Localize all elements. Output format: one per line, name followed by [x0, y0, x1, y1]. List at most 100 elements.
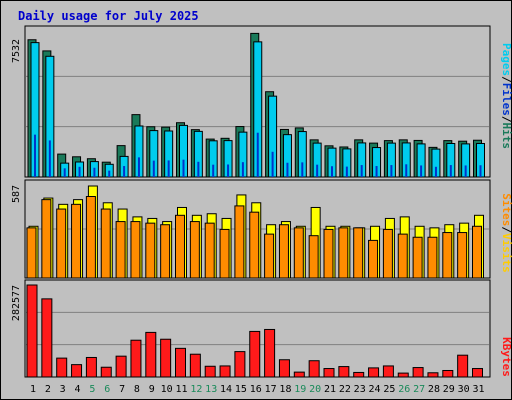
day-label-23: 23 [354, 384, 366, 395]
day-label-11: 11 [175, 384, 187, 395]
pages-bar-day-20 [316, 164, 319, 177]
legend-sep-3: / [500, 226, 512, 233]
pages-bar-day-16 [256, 132, 259, 177]
sites-bar-day-12 [189, 221, 200, 279]
visits-max-label: 587 [11, 185, 22, 203]
day-label-10: 10 [161, 384, 173, 395]
pages-bar-day-21 [331, 166, 333, 177]
kbytes-bar-day-3 [56, 357, 68, 378]
day-label-1: 1 [30, 384, 36, 395]
hits-files-pages-panel [24, 25, 491, 178]
day-label-25: 25 [383, 384, 395, 395]
pages-bar-day-19 [301, 162, 304, 177]
hits-max-label: 7532 [11, 39, 22, 63]
sites-bar-day-23 [353, 227, 364, 279]
legend-sep-2: / [500, 116, 512, 123]
pages-bar-day-12 [197, 161, 200, 177]
sites-bar-day-14 [219, 228, 230, 279]
pages-bar-day-14 [227, 164, 230, 177]
day-label-29: 29 [443, 384, 455, 395]
kbytes-bar-day-26 [397, 372, 409, 378]
pages-bar-day-15 [241, 162, 244, 177]
pages-bar-day-17 [271, 151, 274, 177]
day-label-4: 4 [75, 384, 81, 395]
sites-bar-day-30 [457, 232, 468, 279]
kbytes-bar-day-21 [323, 368, 335, 378]
kbytes-bar-day-19 [293, 371, 305, 378]
pages-bar-day-29 [449, 165, 452, 177]
kbytes-bar-day-20 [308, 360, 320, 378]
chart-title: Daily usage for July 2025 [18, 9, 199, 23]
pages-bar-day-2 [48, 140, 51, 177]
pages-bar-day-13 [212, 164, 215, 177]
kbytes-bar-day-9 [145, 331, 157, 378]
day-label-13: 13 [205, 384, 217, 395]
day-label-30: 30 [458, 384, 470, 395]
pages-bar-day-28 [434, 166, 437, 177]
pages-bar-day-8 [137, 157, 140, 177]
pages-bar-day-18 [286, 162, 289, 177]
sites-bar-day-22 [338, 227, 349, 279]
day-label-14: 14 [220, 384, 232, 395]
sites-bar-day-31 [472, 225, 482, 279]
day-label-18: 18 [279, 384, 291, 395]
sites-bar-day-18 [278, 224, 289, 279]
kbytes-bar-day-24 [368, 367, 380, 378]
sites-bar-day-19 [293, 227, 304, 279]
legend-hits: Hits [500, 123, 512, 150]
day-label-7: 7 [119, 384, 125, 395]
day-label-17: 17 [265, 384, 277, 395]
kbytes-bar-day-30 [457, 354, 469, 378]
kbytes-bar-day-4 [71, 364, 83, 378]
pages-bar-day-6 [108, 170, 111, 177]
visits-sites-panel [24, 179, 491, 279]
kbytes-legend: KBytes [500, 337, 512, 377]
kbytes-bar-day-28 [427, 372, 439, 378]
pages-bar-day-11 [182, 159, 185, 177]
pages-bar-day-7 [123, 166, 126, 177]
sites-bar-day-27 [412, 236, 423, 279]
sites-bar-day-17 [264, 233, 275, 279]
kbytes-bar-day-7 [115, 355, 127, 378]
kbytes-bar-day-10 [160, 338, 172, 378]
sites-bar-day-2 [41, 199, 52, 279]
svg-text:Pages/Files/Hits: Pages/Files/Hits [500, 43, 512, 149]
day-label-27: 27 [413, 384, 425, 395]
kbytes-bar-day-15 [234, 351, 246, 378]
day-label-2: 2 [45, 384, 51, 395]
kbytes-bar-day-16 [249, 330, 261, 378]
sites-bar-day-3 [56, 208, 67, 279]
kbytes-bar-day-1 [26, 284, 38, 378]
kbytes-bar-day-22 [338, 366, 350, 378]
pages-bar-day-3 [63, 168, 66, 177]
day-label-19: 19 [294, 384, 306, 395]
kbytes-panel [24, 279, 491, 378]
day-label-9: 9 [149, 384, 155, 395]
kbytes-max-label: 282577 [11, 285, 22, 321]
day-labels: 1 2 3 4 5 6 7 8 9 10 11 12 13 14 15 16 17 18 19 20 21 22 23 24 2… [30, 384, 485, 395]
sites-bar-day-26 [397, 233, 408, 279]
pages-bar-day-25 [390, 165, 393, 177]
sites-bar-day-9 [145, 222, 156, 279]
pages-bar-day-27 [420, 165, 423, 177]
legend-kbytes: KBytes [500, 337, 512, 377]
kbytes-bar-day-6 [100, 366, 112, 378]
sites-bar-day-29 [442, 232, 453, 279]
sites-bar-day-20 [308, 235, 319, 279]
day-label-8: 8 [134, 384, 140, 395]
kbytes-bar-day-25 [382, 365, 394, 378]
legend-sep-1: / [500, 76, 512, 83]
kbytes-bar-day-23 [353, 371, 365, 378]
kbytes-bar-day-31 [472, 368, 483, 378]
sites-bar-day-15 [234, 205, 245, 279]
day-label-3: 3 [60, 384, 66, 395]
visits-sites-legend: Sites/Visits [500, 193, 512, 273]
day-label-5: 5 [89, 384, 95, 395]
pages-bar-day-10 [167, 160, 170, 177]
sites-bar-day-24 [368, 239, 379, 279]
kbytes-bar-day-29 [442, 369, 454, 378]
sites-bar-day-16 [249, 211, 260, 279]
sites-bar-day-25 [382, 228, 393, 279]
sites-bar-day-11 [175, 214, 185, 279]
day-label-6: 6 [104, 384, 110, 395]
